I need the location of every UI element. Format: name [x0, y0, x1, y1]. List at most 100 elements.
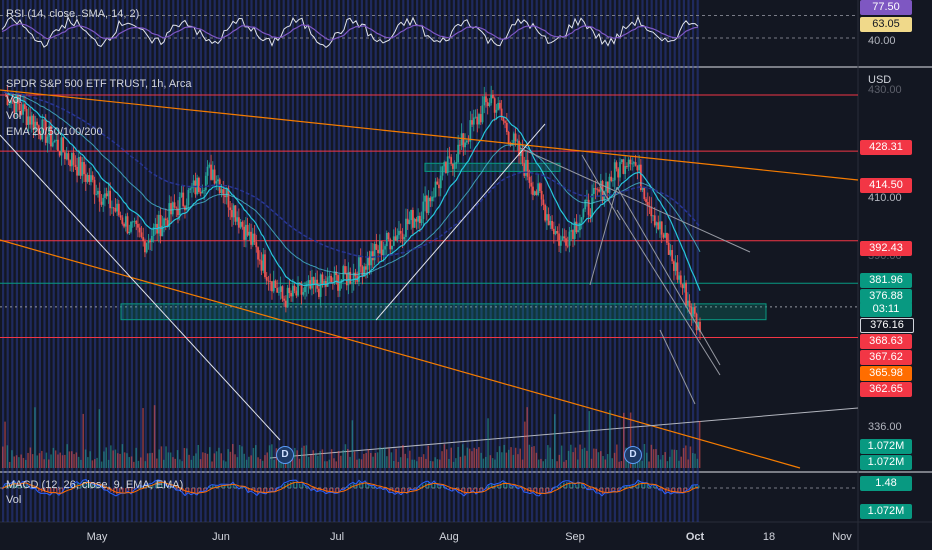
candle-body [290, 292, 292, 297]
volume-bar [478, 447, 480, 468]
candle-body [300, 283, 303, 295]
volume-bar [606, 454, 609, 468]
candle-body [646, 202, 649, 207]
volume-bar [160, 446, 163, 468]
candle-body [544, 204, 547, 221]
candle-body [418, 215, 421, 224]
volume-bar [439, 459, 441, 468]
macd-histogram [695, 485, 697, 488]
candle-body [74, 164, 77, 167]
candle-body [291, 285, 294, 297]
volume-bar [452, 461, 455, 468]
candle-body [302, 292, 305, 295]
candle-body [476, 116, 479, 125]
candle-body [410, 209, 413, 221]
volume-indicator-label[interactable]: Vol [6, 94, 22, 106]
rsi-ma-line [1, 23, 699, 41]
session-stripe [255, 0, 258, 522]
candle-body [639, 164, 642, 190]
volume-bar [434, 457, 436, 468]
macd-volume-label[interactable]: Vol [6, 494, 22, 506]
candle-body [556, 230, 559, 234]
session-stripe [360, 0, 363, 522]
volume-bar [215, 451, 218, 468]
candle-body [549, 220, 552, 226]
candle-body [312, 277, 315, 286]
volume-indicator-label-2[interactable]: Vol [6, 110, 22, 122]
candle-body [505, 122, 508, 132]
symbol-title[interactable]: SPDR S&P 500 ETF TRUST, 1h, Arca [6, 78, 192, 90]
session-stripe [443, 0, 446, 522]
candle-body [255, 242, 258, 248]
candle-body [619, 162, 621, 178]
volume-bar [238, 444, 241, 468]
volume-bar [80, 459, 82, 468]
candle-body [460, 133, 463, 146]
candle-body [131, 221, 134, 223]
candle-body [462, 133, 465, 148]
volume-bar [243, 453, 245, 468]
candle-body [631, 163, 634, 165]
volume-bar [406, 458, 409, 468]
macd-histogram [650, 486, 652, 488]
candle-body [608, 176, 611, 193]
volume-bar [402, 444, 404, 468]
candle-body [613, 162, 616, 181]
volume-bar [321, 449, 324, 468]
currency-label[interactable]: USD [868, 74, 892, 86]
volume-bar [604, 459, 607, 468]
candle-body [271, 281, 273, 292]
macd-histogram [509, 484, 511, 488]
rsi-label[interactable]: RSI (14, close, SMA, 14, 2) [6, 8, 140, 20]
candle-body [378, 240, 381, 254]
session-stripe [107, 0, 110, 522]
ema-indicator-label[interactable]: EMA 20/50/100/200 [6, 126, 103, 138]
candle-body [288, 287, 291, 293]
dividend-marker[interactable]: D [276, 446, 294, 464]
candle-body [107, 190, 110, 197]
candle-body [563, 236, 566, 239]
session-stripe [186, 0, 189, 522]
macd-histogram [338, 488, 340, 493]
candle-body [93, 179, 96, 195]
session-stripe [480, 0, 483, 522]
candle-body [488, 103, 491, 106]
session-stripe [222, 0, 225, 522]
volume-bar [18, 457, 20, 468]
volume-bar [494, 459, 496, 468]
volume-bar [169, 452, 172, 468]
macd-label[interactable]: MACD (12, 26, close, 9, EMA, EMA) [6, 479, 184, 491]
volume-bar [650, 444, 653, 468]
volume-bar [692, 453, 694, 468]
candle-body [464, 142, 466, 148]
candle-body [540, 190, 543, 200]
session-stripe [80, 0, 83, 522]
session-stripe [655, 0, 658, 522]
session-stripe [287, 0, 290, 522]
volume-bar [130, 456, 133, 468]
macd-histogram [131, 488, 133, 493]
macd-histogram [368, 485, 370, 488]
volume-bar [570, 444, 572, 468]
candle-body [335, 271, 338, 276]
volume-bar [114, 449, 117, 468]
volume-bar [563, 461, 565, 468]
session-stripe [204, 0, 207, 522]
macd-histogram [257, 488, 259, 494]
candle-body [154, 223, 157, 228]
volume-bar [192, 455, 195, 468]
candle-body [253, 233, 256, 243]
candle-body [326, 277, 329, 287]
volume-bar [112, 450, 114, 468]
macd-histogram [266, 488, 268, 493]
volume-bar [137, 460, 140, 468]
volume-bar [232, 444, 234, 468]
x-axis-label: Jun [212, 531, 230, 543]
macd-histogram [452, 488, 454, 491]
candle-body [504, 121, 507, 123]
session-stripe [117, 0, 120, 522]
candle-body [36, 121, 38, 126]
candle-body [626, 166, 628, 167]
dividend-marker[interactable]: D [624, 446, 642, 464]
session-stripe [517, 0, 520, 522]
